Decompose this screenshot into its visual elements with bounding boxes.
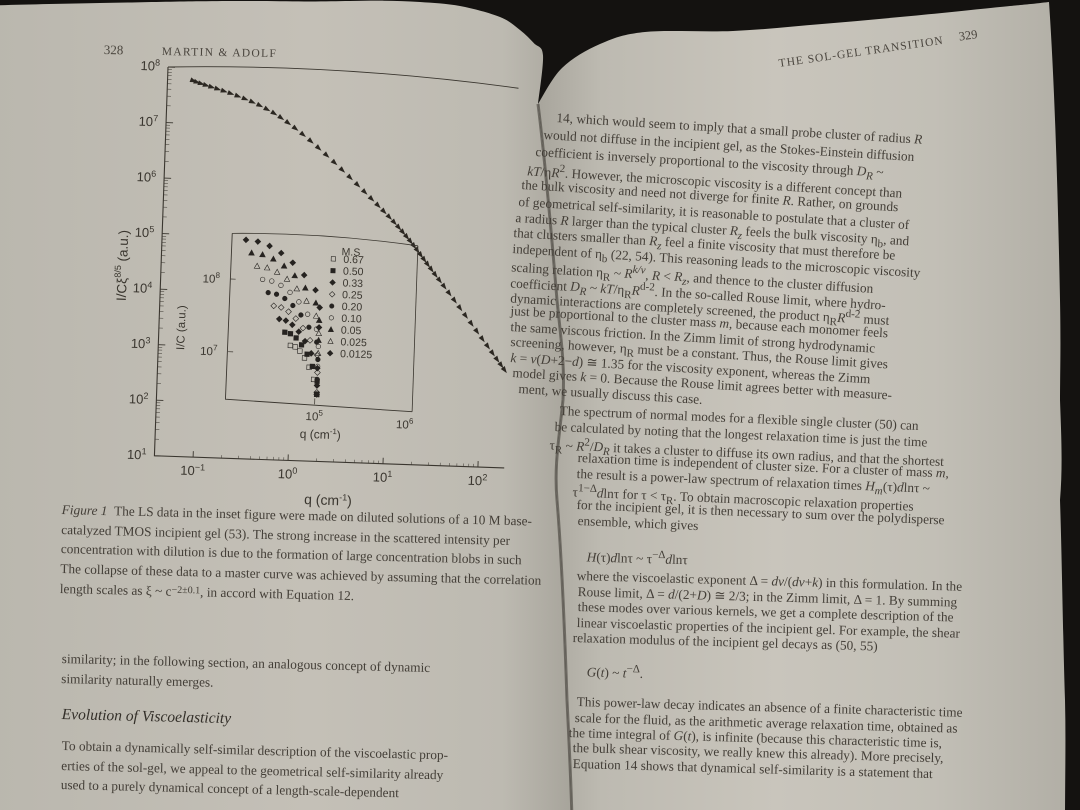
- svg-text:107: 107: [200, 343, 218, 359]
- svg-text:0.33: 0.33: [342, 277, 363, 290]
- svg-text:0.0125: 0.0125: [340, 348, 373, 361]
- svg-text:0.20: 0.20: [342, 301, 363, 314]
- svg-text:0.50: 0.50: [343, 266, 364, 279]
- svg-text:105: 105: [305, 408, 323, 424]
- svg-text:0.10: 0.10: [341, 313, 362, 326]
- svg-text:106: 106: [396, 416, 414, 432]
- svg-text:0.67: 0.67: [343, 254, 364, 267]
- svg-text:0.05: 0.05: [341, 324, 362, 337]
- svg-text:q (cm-1): q (cm-1): [299, 426, 341, 442]
- svg-text:I/C (a.u.): I/C (a.u.): [175, 305, 189, 350]
- svg-text:0.25: 0.25: [342, 289, 363, 302]
- svg-text:108: 108: [202, 270, 220, 286]
